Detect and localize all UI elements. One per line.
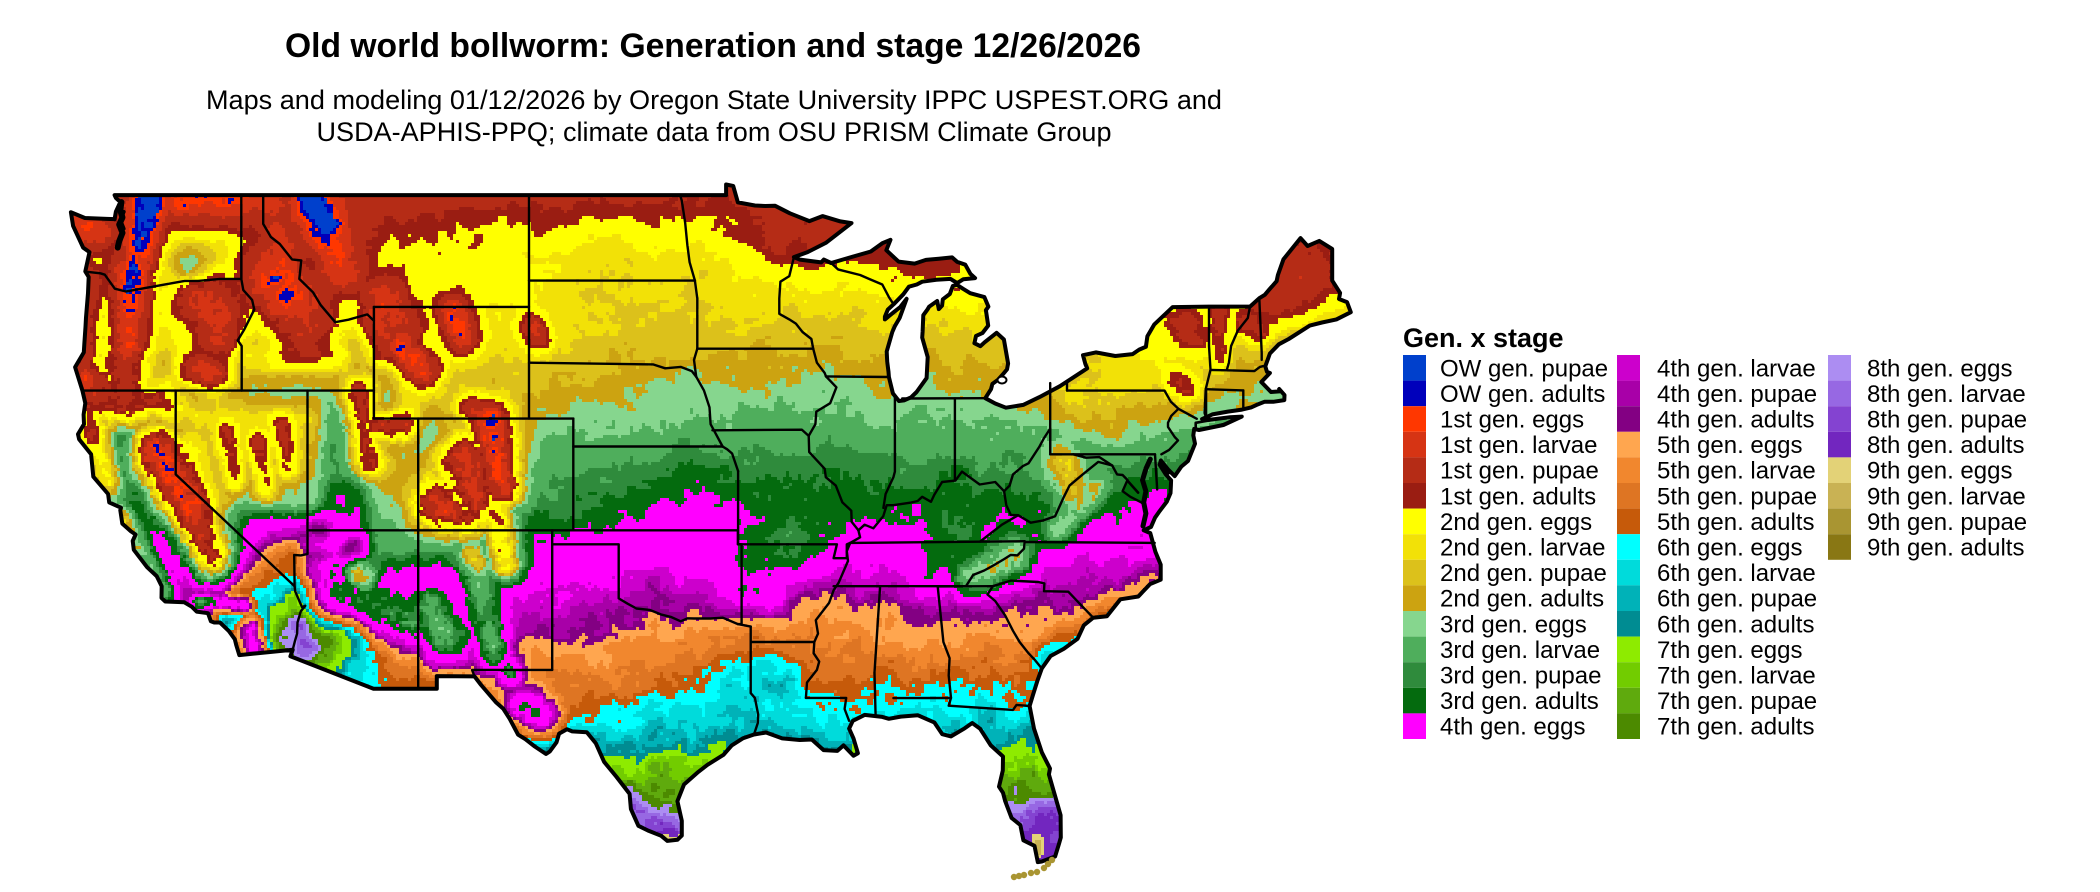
svg-text:7th gen. pupae: 7th gen. pupae [1657,688,1817,715]
svg-text:1st gen. eggs: 1st gen. eggs [1440,407,1584,434]
svg-text:1st gen. adults: 1st gen. adults [1440,483,1596,510]
svg-text:8th gen. pupae: 8th gen. pupae [1867,407,2027,434]
svg-text:1st gen. larvae: 1st gen. larvae [1440,432,1597,459]
svg-text:2nd gen. adults: 2nd gen. adults [1440,586,1604,613]
svg-text:OW gen. pupae: OW gen. pupae [1440,355,1608,382]
svg-text:5th gen. eggs: 5th gen. eggs [1657,432,1802,459]
svg-text:4th gen. eggs: 4th gen. eggs [1440,714,1585,741]
svg-text:9th gen. eggs: 9th gen. eggs [1867,458,2012,485]
svg-text:5th gen. pupae: 5th gen. pupae [1657,483,1817,510]
svg-text:8th gen. adults: 8th gen. adults [1867,432,2024,459]
svg-text:9th gen. pupae: 9th gen. pupae [1867,509,2027,536]
svg-text:3rd gen. eggs: 3rd gen. eggs [1440,611,1587,638]
svg-text:8th gen. eggs: 8th gen. eggs [1867,355,2012,382]
svg-text:2nd gen. eggs: 2nd gen. eggs [1440,509,1592,536]
svg-text:3rd gen. adults: 3rd gen. adults [1440,688,1599,715]
svg-text:3rd gen. larvae: 3rd gen. larvae [1440,637,1600,664]
svg-text:Old world bollworm: Generation: Old world bollworm: Generation and stage… [285,27,1141,65]
svg-text:9th gen. larvae: 9th gen. larvae [1867,483,2026,510]
svg-text:4th gen. larvae: 4th gen. larvae [1657,355,1816,382]
svg-text:4th gen. pupae: 4th gen. pupae [1657,381,1817,408]
svg-text:2nd gen. larvae: 2nd gen. larvae [1440,535,1605,562]
svg-text:6th gen. eggs: 6th gen. eggs [1657,535,1802,562]
svg-text:OW gen. adults: OW gen. adults [1440,381,1605,408]
svg-text:2nd gen. pupae: 2nd gen. pupae [1440,560,1607,587]
svg-text:6th gen. pupae: 6th gen. pupae [1657,586,1817,613]
svg-text:Maps and modeling 01/12/2026 b: Maps and modeling 01/12/2026 by Oregon S… [206,85,1222,115]
svg-text:9th gen. adults: 9th gen. adults [1867,535,2024,562]
svg-text:4th gen. adults: 4th gen. adults [1657,407,1814,434]
svg-text:7th gen. adults: 7th gen. adults [1657,714,1814,741]
svg-text:6th gen. adults: 6th gen. adults [1657,611,1814,638]
svg-text:8th gen. larvae: 8th gen. larvae [1867,381,2026,408]
svg-text:7th gen. eggs: 7th gen. eggs [1657,637,1802,664]
svg-text:6th gen. larvae: 6th gen. larvae [1657,560,1816,587]
svg-text:1st gen. pupae: 1st gen. pupae [1440,458,1599,485]
svg-text:7th gen. larvae: 7th gen. larvae [1657,663,1816,690]
svg-text:USDA-APHIS-PPQ; climate data f: USDA-APHIS-PPQ; climate data from OSU PR… [317,117,1112,147]
svg-text:5th gen. larvae: 5th gen. larvae [1657,458,1816,485]
svg-text:5th gen. adults: 5th gen. adults [1657,509,1814,536]
svg-text:Gen. x stage: Gen. x stage [1403,323,1564,353]
svg-text:3rd gen. pupae: 3rd gen. pupae [1440,663,1601,690]
